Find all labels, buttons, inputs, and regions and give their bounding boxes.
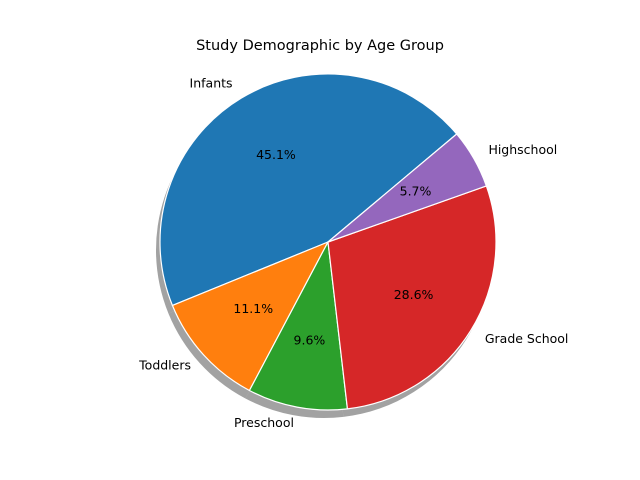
slice-label-toddlers: Toddlers [138, 358, 191, 373]
value-label-infants: 45.1% [256, 147, 296, 162]
pie-slice-layer [159, 73, 497, 411]
slice-label-infants: Infants [190, 75, 233, 90]
value-label-grade-school: 28.6% [394, 287, 434, 302]
pie-slice-preschool [248, 241, 349, 411]
value-label-highschool: 5.7% [400, 183, 432, 198]
chart-title: Study Demographic by Age Group [196, 38, 444, 54]
slice-label-preschool: Preschool [234, 415, 294, 430]
pie-slice-highschool [327, 133, 487, 243]
value-label-preschool: 9.6% [294, 333, 326, 348]
pie-label-layer: Infants 45.1% Toddlers 11.1% Preschool 9.6% Gr… [138, 75, 568, 430]
slice-label-grade-school: Grade School [485, 331, 569, 346]
pie-slice-infants [159, 73, 458, 307]
pie-slice-grade-school [327, 185, 497, 410]
slice-label-highschool: Highschool [488, 142, 557, 157]
pie-slice-toddlers [171, 241, 329, 392]
value-label-toddlers: 11.1% [233, 301, 273, 316]
